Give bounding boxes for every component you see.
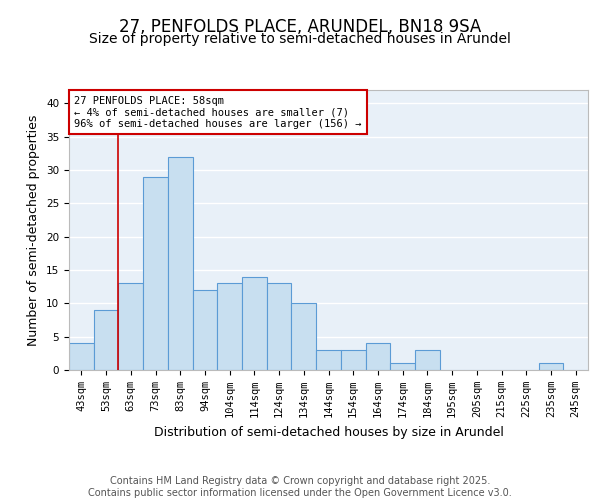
Bar [94, 310, 118, 370]
Bar [341, 350, 365, 370]
Bar [292, 304, 316, 370]
Bar [242, 276, 267, 370]
Bar [69, 344, 94, 370]
Bar [193, 290, 217, 370]
Bar [415, 350, 440, 370]
Bar [539, 364, 563, 370]
Bar [365, 344, 390, 370]
Text: Size of property relative to semi-detached houses in Arundel: Size of property relative to semi-detach… [89, 32, 511, 46]
Bar [217, 284, 242, 370]
X-axis label: Distribution of semi-detached houses by size in Arundel: Distribution of semi-detached houses by … [154, 426, 503, 438]
Text: 27, PENFOLDS PLACE, ARUNDEL, BN18 9SA: 27, PENFOLDS PLACE, ARUNDEL, BN18 9SA [119, 18, 481, 36]
Bar [316, 350, 341, 370]
Bar [118, 284, 143, 370]
Bar [267, 284, 292, 370]
Y-axis label: Number of semi-detached properties: Number of semi-detached properties [28, 114, 40, 346]
Text: 27 PENFOLDS PLACE: 58sqm
← 4% of semi-detached houses are smaller (7)
96% of sem: 27 PENFOLDS PLACE: 58sqm ← 4% of semi-de… [74, 96, 362, 129]
Bar [168, 156, 193, 370]
Bar [143, 176, 168, 370]
Text: Contains HM Land Registry data © Crown copyright and database right 2025.
Contai: Contains HM Land Registry data © Crown c… [88, 476, 512, 498]
Bar [390, 364, 415, 370]
